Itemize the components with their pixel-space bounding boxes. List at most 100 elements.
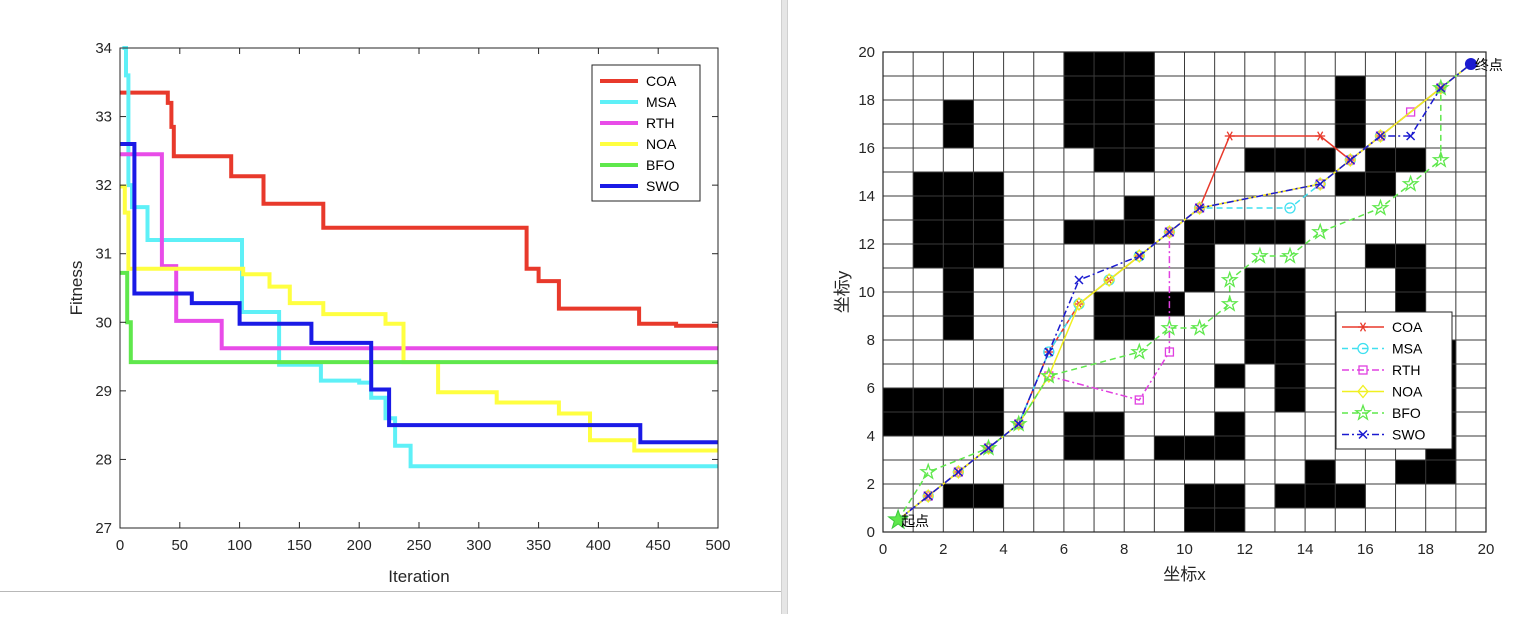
obstacle-cells [883, 52, 1457, 533]
path-series-bfo [897, 63, 1472, 521]
legend-marker-noa [1357, 384, 1369, 399]
legend-label-swo: SWO [646, 178, 680, 194]
obstacle-cell [1124, 316, 1155, 341]
start-point-label: 起点 [901, 513, 929, 529]
path-figure-panel: 起点 终点 0 2 4 6 8 10 12 14 16 18 20 0 2 4 6 8 10 12 14 16 18 20 坐标… [788, 0, 1538, 614]
path-marker-rth [1134, 395, 1144, 405]
obstacle-cell [913, 172, 944, 197]
obstacle-cell [1063, 76, 1095, 101]
legend-label-rth: RTH [1392, 362, 1421, 378]
path-marker-coa [1226, 131, 1233, 141]
obstacle-cell [1274, 484, 1306, 509]
x-tick-label: 200 [347, 537, 372, 554]
path-line-swo [897, 63, 1472, 521]
obstacle-cell [973, 244, 1004, 269]
obstacle-cell [1335, 76, 1366, 101]
x-tick-label: 400 [586, 537, 611, 554]
y-tick-label: 20 [858, 44, 875, 61]
y-tick-label: 27 [95, 520, 112, 537]
obstacle-cell [1274, 316, 1306, 341]
path-marker-bfo [1039, 366, 1058, 384]
y-tick-label: 10 [858, 284, 875, 301]
obstacle-cell [1274, 292, 1306, 317]
obstacle-cell [1124, 148, 1155, 173]
path-marker-rth [1345, 155, 1355, 165]
y-tick-label: 4 [867, 428, 875, 445]
obstacle-cell [1365, 148, 1396, 173]
path-marker-bfo [1280, 246, 1300, 264]
axes-box [882, 51, 1487, 533]
obstacle-cell [1063, 412, 1095, 437]
path-marker-bfo [1130, 342, 1149, 360]
obstacle-cell [1124, 220, 1155, 245]
path-marker-bfo [1220, 294, 1239, 312]
obstacle-cell [1214, 220, 1246, 245]
obstacle-cell [1335, 100, 1366, 125]
legend: COA MSA RTH NOA BFO SWO [591, 64, 701, 202]
path-marker-swo [1375, 131, 1386, 141]
panel-divider[interactable] [781, 0, 788, 614]
obstacle-cell [1395, 148, 1426, 173]
path-marker-noa [1103, 272, 1115, 288]
x-tick-label: 18 [1417, 541, 1434, 558]
y-tick-label: 18 [858, 92, 875, 109]
path-marker-rth [1405, 107, 1416, 117]
path-marker-swo [1195, 203, 1205, 213]
obstacle-cell [883, 412, 914, 437]
obstacle-cell [1274, 268, 1306, 293]
obstacle-cell [1395, 268, 1426, 293]
obstacle-cell [1244, 316, 1276, 341]
obstacle-cell [1063, 436, 1095, 461]
y-tick-label: 6 [867, 380, 875, 397]
path-marker-noa [922, 488, 935, 504]
obstacle-cell [913, 244, 944, 269]
path-marker-bfo [1009, 414, 1028, 432]
path-marker-bfo [1220, 270, 1239, 288]
path-marker-rth [1164, 347, 1175, 357]
legend-marker-swo [1358, 429, 1368, 440]
obstacle-cell [1094, 124, 1125, 149]
obstacle-cell [1184, 436, 1215, 461]
obstacle-cell [943, 268, 974, 293]
obstacle-cell [1063, 220, 1095, 245]
obstacle-cell [1274, 220, 1306, 245]
x-tick-label: 4 [999, 541, 1007, 558]
path-marker-swo [923, 491, 933, 501]
obstacle-cell [1365, 172, 1396, 197]
path-marker-swo [1345, 155, 1355, 165]
path-marker-rth [923, 491, 933, 501]
obstacle-cell [1244, 148, 1276, 173]
obstacle-cell [943, 100, 974, 125]
obstacle-cell [1063, 124, 1095, 149]
x-tick-label: 12 [1236, 541, 1253, 558]
obstacle-cell [1305, 460, 1336, 485]
path-marker-swo [983, 443, 994, 453]
path-marker-swo [1074, 275, 1084, 285]
obstacle-cell [1184, 220, 1215, 245]
path-marker-swo [1436, 83, 1446, 93]
y-axis-label: Fitness [67, 261, 86, 316]
x-tick-label: 6 [1060, 541, 1068, 558]
obstacle-cell [1274, 340, 1306, 365]
path-marker-swo [1014, 419, 1024, 429]
path-marker-rth [953, 467, 964, 477]
x-tick-label: 20 [1478, 541, 1495, 558]
obstacle-cell [1365, 244, 1396, 269]
series-line-noa [120, 184, 718, 453]
figure-window-edge [0, 591, 781, 592]
obstacle-cell [1094, 100, 1125, 125]
obstacle-cell [1124, 124, 1155, 149]
obstacle-cell [1395, 460, 1426, 485]
series-lines [120, 46, 718, 469]
obstacle-cell [1124, 52, 1155, 77]
obstacle-cell [1425, 460, 1457, 485]
path-marker-noa [1163, 224, 1176, 240]
path-marker-rth [1315, 179, 1325, 189]
obstacle-cell [1154, 436, 1185, 461]
obstacle-cell [913, 412, 944, 437]
y-tick-label: 2 [867, 476, 875, 493]
path-marker-swo [1406, 131, 1416, 141]
obstacle-cell [943, 172, 974, 197]
path-marker-bfo [1250, 246, 1269, 264]
legend-label-bfo: BFO [1392, 405, 1421, 421]
